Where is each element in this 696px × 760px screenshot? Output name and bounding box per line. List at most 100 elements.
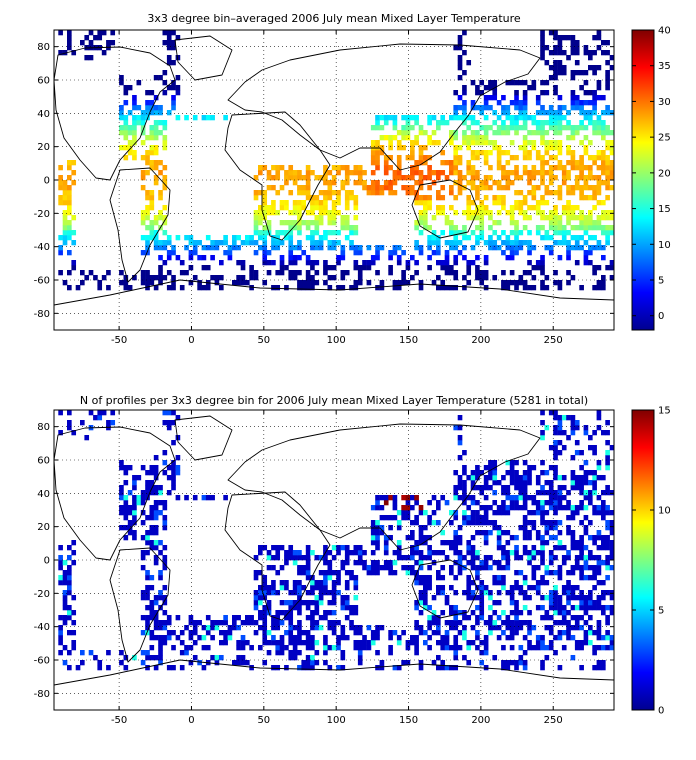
data-cell (492, 625, 498, 631)
data-cell (366, 245, 372, 251)
data-cell (396, 555, 402, 561)
data-cell (292, 170, 298, 176)
data-cell (310, 235, 315, 241)
data-cell (535, 635, 541, 641)
data-cell (574, 560, 580, 566)
data-cell (574, 505, 580, 511)
data-cell (583, 640, 589, 646)
data-cell (557, 635, 563, 641)
data-cell (370, 180, 376, 186)
data-cell (453, 285, 459, 291)
data-cell (67, 190, 72, 196)
data-cell (557, 575, 563, 581)
data-cell (501, 175, 506, 181)
data-cell (410, 520, 415, 526)
data-cell (149, 205, 155, 211)
data-cell (583, 565, 589, 571)
data-cell (249, 615, 254, 621)
data-cell (588, 250, 593, 256)
data-cell (570, 510, 576, 516)
data-cell (201, 625, 207, 631)
data-cell (479, 515, 485, 521)
data-cell (410, 155, 415, 161)
data-cell (570, 50, 576, 56)
x-tick-label: -50 (111, 335, 127, 346)
data-cell (153, 95, 159, 101)
data-cell (318, 585, 324, 591)
data-cell (375, 520, 380, 526)
data-cell (275, 210, 281, 216)
data-cell (609, 265, 615, 271)
data-cell (418, 625, 424, 631)
data-cell (449, 610, 454, 616)
data-cell (462, 175, 467, 181)
data-cell (540, 595, 545, 601)
data-cell (275, 555, 281, 561)
data-cell (514, 480, 519, 486)
data-cell (449, 540, 454, 546)
data-cell (522, 195, 528, 201)
data-cell (479, 225, 485, 231)
data-cell (262, 280, 268, 286)
data-cell (592, 430, 597, 436)
data-cell (153, 75, 159, 81)
data-cell (327, 625, 333, 631)
data-cell (444, 635, 450, 641)
data-cell (171, 665, 176, 671)
data-cell (349, 170, 354, 176)
data-cell (444, 555, 450, 561)
data-cell (336, 285, 341, 291)
data-cell (544, 80, 550, 86)
data-cell (401, 515, 406, 521)
data-cell (453, 270, 459, 276)
data-cell (570, 455, 576, 461)
data-cell (297, 640, 302, 646)
data-cell (592, 130, 597, 136)
y-tick-label: 80 (37, 42, 50, 53)
data-cell (67, 575, 72, 581)
data-cell (596, 180, 602, 186)
data-cell (288, 655, 294, 661)
data-cell (340, 545, 346, 551)
land-outlines (53, 415, 615, 686)
data-cell (561, 115, 567, 121)
data-cell (336, 575, 341, 581)
data-cell (297, 565, 302, 571)
data-cell (561, 495, 567, 501)
data-cell (383, 120, 389, 126)
data-cell (457, 645, 463, 651)
data-cell (540, 560, 545, 566)
data-cell (509, 495, 515, 501)
data-cell (162, 565, 168, 571)
data-cell (609, 540, 615, 546)
data-cell (383, 165, 389, 171)
data-cell (370, 190, 376, 196)
data-cell (531, 85, 537, 91)
data-cell (249, 265, 254, 271)
data-cell (318, 625, 324, 631)
data-cell (557, 105, 563, 111)
data-cell (514, 610, 519, 616)
data-cell (262, 545, 268, 551)
data-cell (527, 530, 532, 536)
data-cell (527, 175, 532, 181)
data-cell (140, 110, 146, 116)
data-cell (605, 185, 610, 191)
data-cell (392, 190, 398, 196)
data-cell (440, 265, 446, 271)
data-cell (570, 105, 576, 111)
data-cell (331, 240, 337, 246)
data-cell (414, 225, 419, 231)
data-cell (553, 600, 558, 606)
data-cell (327, 170, 333, 176)
data-cell (353, 595, 359, 601)
data-cell (58, 650, 63, 656)
data-cell (431, 130, 437, 136)
data-cell (518, 480, 524, 486)
data-cell (574, 565, 580, 571)
data-cell (362, 180, 367, 186)
data-cell (210, 115, 215, 121)
data-cell (540, 135, 545, 141)
data-cell (149, 190, 155, 196)
data-cell (396, 540, 402, 546)
